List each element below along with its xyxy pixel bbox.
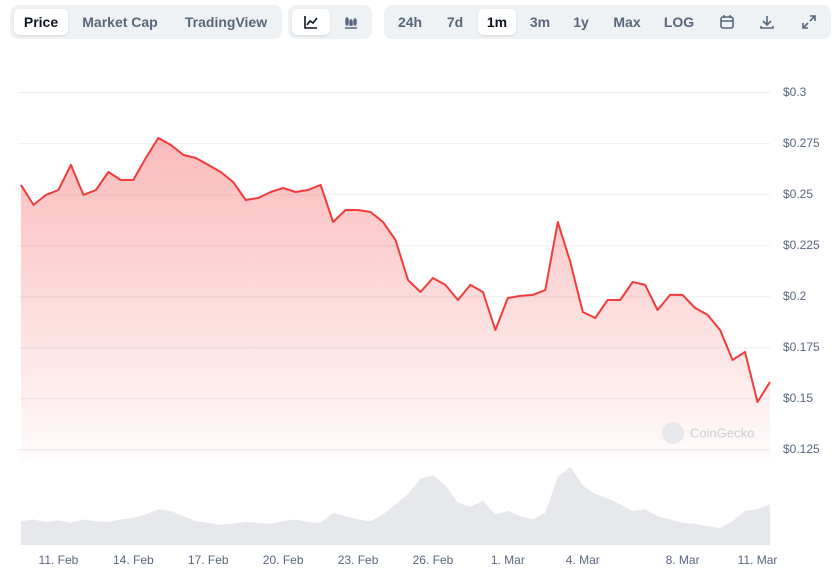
y-tick-label: $0.275 (783, 136, 820, 150)
line-chart-button[interactable] (292, 9, 330, 35)
watermark: CoinGecko (690, 425, 754, 440)
x-tick-label: 4. Mar (566, 553, 600, 567)
calendar-button[interactable] (712, 9, 742, 35)
y-tick-label: $0.15 (783, 391, 813, 405)
tab[interactable]: Market Cap (82, 14, 158, 30)
range-button[interactable]: 1m (478, 9, 516, 35)
x-tick-label: 11. Mar (738, 553, 778, 567)
y-tick-label: $0.25 (783, 187, 813, 201)
y-tick-label: $0.2 (783, 289, 807, 303)
download-icon (760, 16, 774, 29)
x-tick-label: 20. Feb (263, 553, 304, 567)
fullscreen-button[interactable] (794, 9, 824, 35)
range-button[interactable]: 24h (397, 14, 423, 30)
x-tick-label: 11. Feb (39, 553, 79, 567)
x-tick-label: 14. Feb (113, 553, 154, 567)
range-button[interactable]: 1y (573, 14, 589, 30)
range-button[interactable]: 3m (529, 14, 551, 30)
download-button[interactable] (752, 9, 782, 35)
tab-group: Price Market Cap TradingView (10, 5, 282, 39)
y-tick-label: $0.3 (783, 85, 807, 99)
x-tick-label: 23. Feb (338, 553, 379, 567)
range-group: 24h 7d 1m 3m 1y Max LOG (384, 5, 831, 39)
price-area (21, 138, 770, 460)
log-button[interactable]: LOG (663, 14, 695, 30)
x-tick-label: 17. Feb (188, 553, 229, 567)
price-line (20, 137, 771, 403)
y-tick-label: $0.225 (783, 238, 820, 252)
calendar-icon (720, 15, 734, 29)
range-button[interactable]: 7d (446, 14, 464, 30)
x-tick-label: 8. Mar (666, 553, 700, 567)
candle-icon (345, 17, 357, 29)
x-tick-label: 1. Mar (491, 553, 525, 567)
volume-area (21, 466, 770, 545)
watermark-logo (662, 422, 684, 444)
line-icon (304, 16, 318, 29)
y-tick-label: $0.175 (783, 340, 820, 354)
range-button[interactable]: Max (613, 14, 641, 30)
chart-style-group (288, 5, 372, 39)
expand-icon (802, 15, 816, 29)
tab[interactable]: Price (14, 9, 68, 35)
candle-chart-button[interactable] (332, 9, 370, 35)
x-tick-label: 26. Feb (413, 553, 454, 567)
y-tick-label: $0.125 (783, 442, 820, 456)
tab[interactable]: TradingView (184, 14, 268, 30)
